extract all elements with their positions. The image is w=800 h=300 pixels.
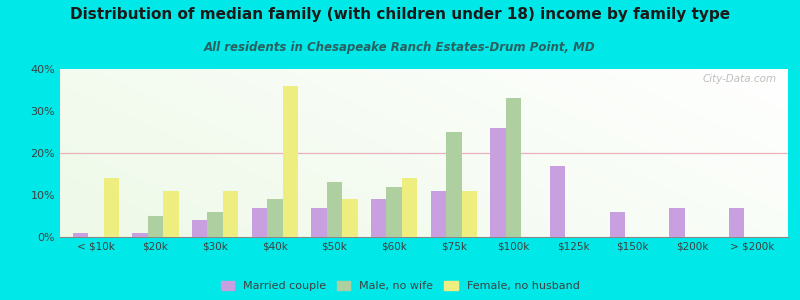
Bar	[386, 187, 402, 237]
Bar	[670, 208, 685, 237]
Bar	[610, 212, 625, 237]
Bar	[462, 191, 477, 237]
Bar	[192, 220, 207, 237]
Bar	[267, 199, 282, 237]
Bar	[311, 208, 326, 237]
Bar	[207, 212, 223, 237]
Bar	[223, 191, 238, 237]
Bar	[506, 98, 522, 237]
Bar	[490, 128, 506, 237]
Bar	[446, 132, 462, 237]
Bar	[430, 191, 446, 237]
Bar	[342, 199, 358, 237]
Bar	[163, 191, 178, 237]
Bar	[73, 233, 88, 237]
Bar	[371, 199, 386, 237]
Text: Distribution of median family (with children under 18) income by family type: Distribution of median family (with chil…	[70, 8, 730, 22]
Text: City-Data.com: City-Data.com	[703, 74, 777, 84]
Bar	[132, 233, 148, 237]
Bar	[550, 166, 566, 237]
Text: All residents in Chesapeake Ranch Estates-Drum Point, MD: All residents in Chesapeake Ranch Estate…	[204, 40, 596, 53]
Bar	[251, 208, 267, 237]
Bar	[103, 178, 119, 237]
Bar	[402, 178, 418, 237]
Bar	[729, 208, 745, 237]
Bar	[282, 86, 298, 237]
Bar	[148, 216, 163, 237]
Bar	[326, 182, 342, 237]
Legend: Married couple, Male, no wife, Female, no husband: Married couple, Male, no wife, Female, n…	[218, 277, 582, 294]
